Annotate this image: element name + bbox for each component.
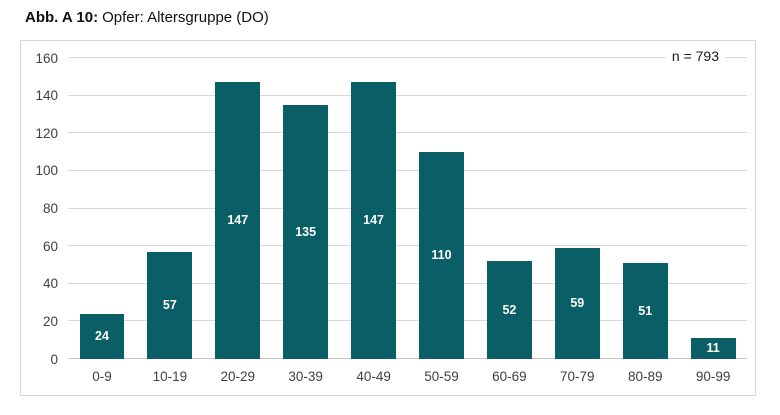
x-tick-label-30-39: 30-39 (288, 369, 323, 384)
x-tick-label-20-29: 20-29 (220, 369, 256, 384)
gridline-80 (68, 207, 747, 209)
bar-column-30-39: 135 (272, 58, 340, 359)
gridline-160 (68, 57, 747, 58)
x-tick-label-80-89: 80-89 (627, 369, 663, 384)
gridline-100 (68, 169, 747, 171)
bar-90-99: 11 (690, 338, 736, 359)
bar-value-label-20-29: 147 (227, 213, 249, 228)
y-tick-label-80: 80 (42, 200, 58, 216)
bar-value-label-10-19: 57 (162, 298, 177, 313)
sample-size-label: n = 793 (665, 48, 725, 64)
bar-column-40-49: 147 (340, 58, 408, 359)
y-tick-label-40: 40 (42, 276, 58, 291)
bar-value-label-50-59: 110 (431, 248, 452, 263)
gridline-120 (68, 132, 747, 134)
x-tick-label-0-9: 0-9 (92, 369, 112, 384)
bar-20-29: 147 (215, 82, 261, 359)
x-tick-label-60-69: 60-69 (492, 369, 527, 384)
bar-30-39: 135 (283, 105, 329, 359)
bar-value-label-70-79: 59 (570, 296, 585, 311)
bar-column-20-29: 147 (204, 58, 272, 359)
chart-container: n = 793 24 57 147 135 147 110 52 59 51 11 0 20 40 60… (20, 40, 756, 396)
x-tick-label-90-99: 90-99 (695, 369, 731, 384)
bar-40-49: 147 (351, 82, 396, 359)
figure-title: Abb. A 10: Opfer: Altersgruppe (DO) (25, 9, 269, 26)
plot-area: 24 57 147 135 147 110 52 59 51 11 0 20 40 60 80 100 120… (35, 51, 747, 365)
y-tick-label-120: 120 (35, 125, 58, 141)
bar-10-19: 57 (147, 251, 193, 359)
bar-value-label-0-9: 24 (95, 329, 109, 344)
bar-0-9: 24 (79, 313, 125, 359)
gridline-140 (68, 94, 747, 96)
bars: 24 57 147 135 147 110 52 59 51 11 (68, 58, 747, 359)
bar-50-59: 110 (419, 152, 464, 359)
figure-title-text: Opfer: Altersgruppe (DO) (102, 9, 269, 26)
bar-60-69: 52 (486, 261, 532, 359)
gridline-40 (68, 282, 747, 284)
y-tick-label-100: 100 (35, 163, 58, 179)
bar-column-80-89: 51 (611, 58, 679, 359)
x-tick-label-10-19: 10-19 (152, 369, 188, 384)
y-tick-label-60: 60 (42, 238, 58, 254)
gridline-0 (68, 358, 747, 359)
y-tick-label-0: 0 (50, 351, 58, 367)
bar-value-label-30-39: 135 (295, 224, 317, 239)
bar-70-79: 59 (554, 248, 600, 359)
figure-title-prefix: Abb. A 10: (25, 9, 99, 26)
gridline-60 (68, 245, 747, 247)
bar-column-50-59: 110 (408, 58, 476, 359)
bar-column-70-79: 59 (543, 58, 611, 359)
bar-80-89: 51 (622, 263, 668, 359)
bar-value-label-40-49: 147 (363, 213, 384, 228)
bar-column-60-69: 52 (475, 58, 543, 359)
bar-value-label-80-89: 51 (638, 303, 653, 318)
x-tick-label-40-49: 40-49 (356, 369, 391, 384)
bar-value-label-60-69: 52 (502, 302, 517, 317)
bar-column-10-19: 57 (136, 58, 204, 359)
bar-column-90-99: 11 (679, 58, 747, 359)
bar-column-0-9: 24 (68, 58, 136, 359)
x-tick-label-50-59: 50-59 (424, 369, 459, 384)
y-tick-label-160: 160 (35, 50, 58, 66)
bar-value-label-90-99: 11 (706, 341, 720, 356)
x-tick-label-70-79: 70-79 (560, 369, 595, 384)
gridline-20 (68, 320, 747, 322)
x-axis: 0-9 10-19 20-29 30-39 40-49 50-59 60-69 70-79 80… (68, 369, 747, 384)
y-tick-label-20: 20 (42, 313, 58, 329)
y-tick-label-140: 140 (35, 87, 58, 103)
